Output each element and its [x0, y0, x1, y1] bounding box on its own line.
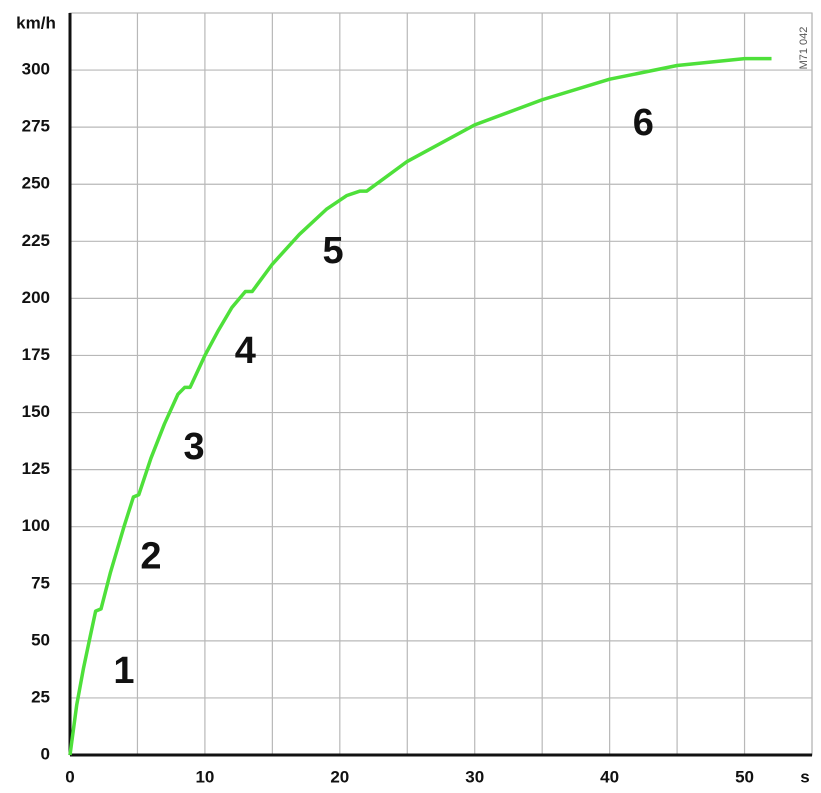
y-tick-label: 200 — [22, 288, 50, 307]
plot-frame — [69, 12, 813, 756]
gear-label: 4 — [235, 330, 256, 372]
x-tick-label: 0 — [65, 767, 74, 786]
x-tick-label: 40 — [600, 767, 619, 786]
gear-label: 3 — [184, 426, 205, 468]
gear-label: 1 — [113, 650, 134, 692]
y-tick-label: 100 — [22, 516, 50, 535]
gear-label: 6 — [633, 102, 654, 144]
y-tick-label: 125 — [22, 459, 50, 478]
y-tick-label: 175 — [22, 345, 50, 364]
x-tick-label: 30 — [465, 767, 484, 786]
x-tick-label: 50 — [735, 767, 754, 786]
y-tick-label: 50 — [31, 630, 50, 649]
y-tick-label: 0 — [41, 744, 50, 763]
y-tick-label: 225 — [22, 231, 50, 250]
gear-label: 5 — [323, 230, 344, 272]
x-tick-label: 10 — [195, 767, 214, 786]
y-tick-label: 150 — [22, 402, 50, 421]
y-tick-label: 75 — [31, 573, 50, 592]
y-tick-label: 250 — [22, 174, 50, 193]
y-tick-label: 275 — [22, 117, 50, 136]
figure-code: M71 042 — [798, 27, 810, 70]
y-tick-label: 300 — [22, 60, 50, 79]
gear-label: 2 — [140, 536, 161, 578]
x-tick-label: 20 — [330, 767, 349, 786]
speed-line — [68, 56, 772, 756]
y-tick-label: 25 — [31, 687, 50, 706]
y-axis-label: km/h — [16, 13, 56, 32]
x-axis-label: s — [800, 767, 809, 786]
